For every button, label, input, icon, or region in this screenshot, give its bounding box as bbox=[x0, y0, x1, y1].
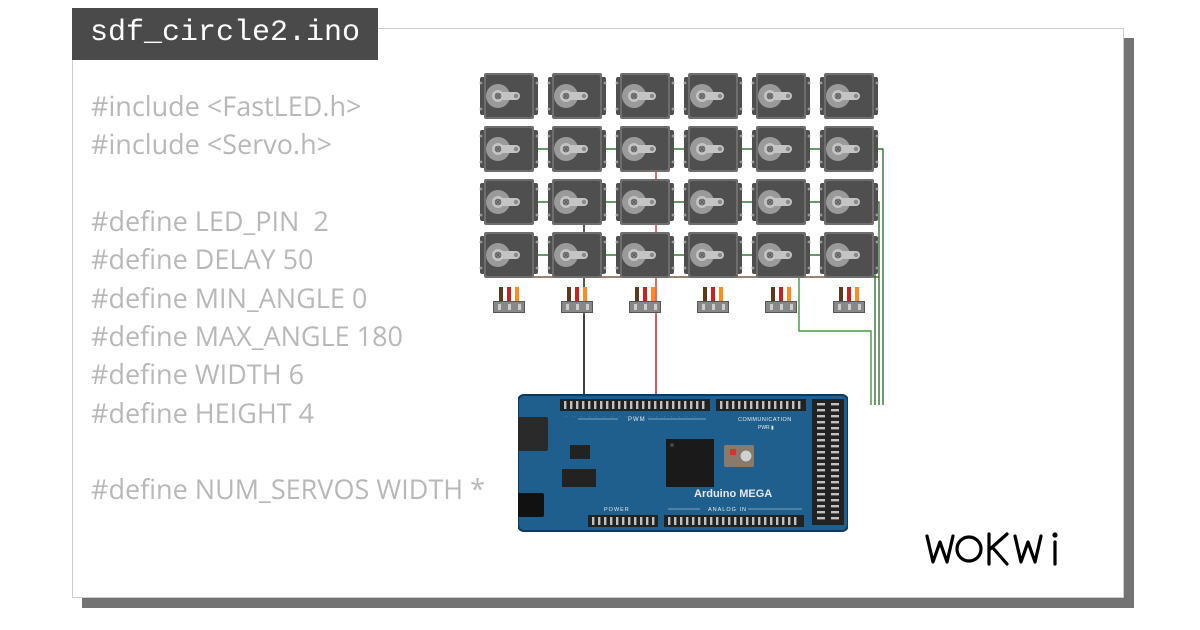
svg-text:·: · bbox=[588, 416, 592, 417]
servo-cell bbox=[478, 177, 540, 229]
servo-motor bbox=[546, 177, 608, 227]
arduino-svg: PWM COMMUNICATION PWR ▮ ················… bbox=[518, 389, 848, 537]
servo-motor bbox=[614, 177, 676, 227]
project-card: #include <FastLED.h> #include <Servo.h> … bbox=[72, 28, 1124, 598]
servo-cell bbox=[478, 71, 540, 123]
servo-cell bbox=[614, 230, 676, 282]
wokwi-logo bbox=[923, 528, 1083, 579]
servo-cell bbox=[614, 177, 676, 229]
servo-cell bbox=[818, 124, 880, 176]
servo-motor bbox=[478, 124, 540, 174]
svg-text:Arduino MEGA: Arduino MEGA bbox=[694, 488, 772, 500]
servo-cell bbox=[546, 177, 608, 229]
arduino-mega-board: PWM COMMUNICATION PWR ▮ ················… bbox=[518, 389, 848, 537]
servo-cell bbox=[614, 71, 676, 123]
svg-text:·: · bbox=[633, 416, 637, 417]
servo-motor bbox=[614, 71, 676, 121]
servo-cell bbox=[818, 230, 880, 282]
svg-text:·: · bbox=[693, 416, 697, 417]
servo-motor bbox=[682, 177, 744, 227]
servo-cell bbox=[750, 177, 812, 229]
servo-motor bbox=[478, 177, 540, 227]
servo-cell bbox=[682, 124, 744, 176]
svg-text:·: · bbox=[678, 416, 682, 417]
svg-text:·: · bbox=[648, 416, 652, 417]
servo-connector bbox=[546, 287, 608, 319]
servo-motor bbox=[818, 71, 880, 121]
svg-text:·: · bbox=[610, 416, 614, 417]
servo-cell bbox=[546, 230, 608, 282]
servo-motor bbox=[818, 177, 880, 227]
servo-motor bbox=[750, 71, 812, 121]
filename-tab: sdf_circle2.ino bbox=[72, 8, 378, 60]
svg-text:·: · bbox=[625, 416, 629, 417]
svg-text:·: · bbox=[595, 416, 599, 417]
svg-text:·: · bbox=[565, 416, 569, 417]
servo-motor bbox=[818, 230, 880, 280]
servo-motor bbox=[682, 124, 744, 174]
servo-motor bbox=[614, 124, 676, 174]
servo-motor bbox=[750, 230, 812, 280]
servo-connector bbox=[818, 287, 880, 319]
servo-motor bbox=[682, 71, 744, 121]
svg-text:·: · bbox=[663, 416, 667, 417]
svg-text:·: · bbox=[573, 416, 577, 417]
servo-motor bbox=[614, 230, 676, 280]
servo-connector bbox=[682, 287, 744, 319]
servo-cell bbox=[546, 71, 608, 123]
servo-motor bbox=[682, 230, 744, 280]
svg-text:·: · bbox=[640, 416, 644, 417]
servo-cell bbox=[546, 124, 608, 176]
servo-cell bbox=[682, 230, 744, 282]
servo-motor bbox=[546, 124, 608, 174]
code-preview: #include <FastLED.h> #include <Servo.h> … bbox=[91, 87, 491, 509]
servo-connector bbox=[614, 287, 676, 319]
svg-text:·: · bbox=[580, 416, 584, 417]
servo-cell bbox=[750, 71, 812, 123]
servo-cell bbox=[614, 124, 676, 176]
servo-motor bbox=[546, 71, 608, 121]
svg-text:·: · bbox=[670, 416, 674, 417]
svg-text:·: · bbox=[618, 416, 622, 417]
servo-cell bbox=[478, 124, 540, 176]
servo-cell bbox=[750, 124, 812, 176]
svg-text:ANALOG IN: ANALOG IN bbox=[708, 507, 747, 513]
circuit-diagram: PWM COMMUNICATION PWR ▮ ················… bbox=[478, 71, 918, 551]
servo-connector bbox=[750, 287, 812, 319]
servo-motor bbox=[478, 71, 540, 121]
svg-text:POWER: POWER bbox=[604, 507, 630, 513]
servo-connector bbox=[478, 287, 540, 319]
svg-text:COMMUNICATION: COMMUNICATION bbox=[738, 417, 792, 423]
servo-grid bbox=[478, 71, 880, 282]
servo-motor bbox=[750, 177, 812, 227]
servo-motor bbox=[750, 124, 812, 174]
svg-text:·: · bbox=[655, 416, 659, 417]
wokwi-logotype bbox=[923, 528, 1083, 570]
svg-text:PWR ▮: PWR ▮ bbox=[758, 425, 774, 431]
servo-cell bbox=[682, 71, 744, 123]
servo-cell bbox=[818, 71, 880, 123]
servo-motor bbox=[546, 230, 608, 280]
servo-connectors bbox=[478, 287, 880, 319]
servo-cell bbox=[682, 177, 744, 229]
servo-motor bbox=[478, 230, 540, 280]
servo-cell bbox=[818, 177, 880, 229]
servo-cell bbox=[750, 230, 812, 282]
svg-text:·: · bbox=[685, 416, 689, 417]
servo-motor bbox=[818, 124, 880, 174]
servo-cell bbox=[478, 230, 540, 282]
svg-text:·: · bbox=[603, 416, 607, 417]
